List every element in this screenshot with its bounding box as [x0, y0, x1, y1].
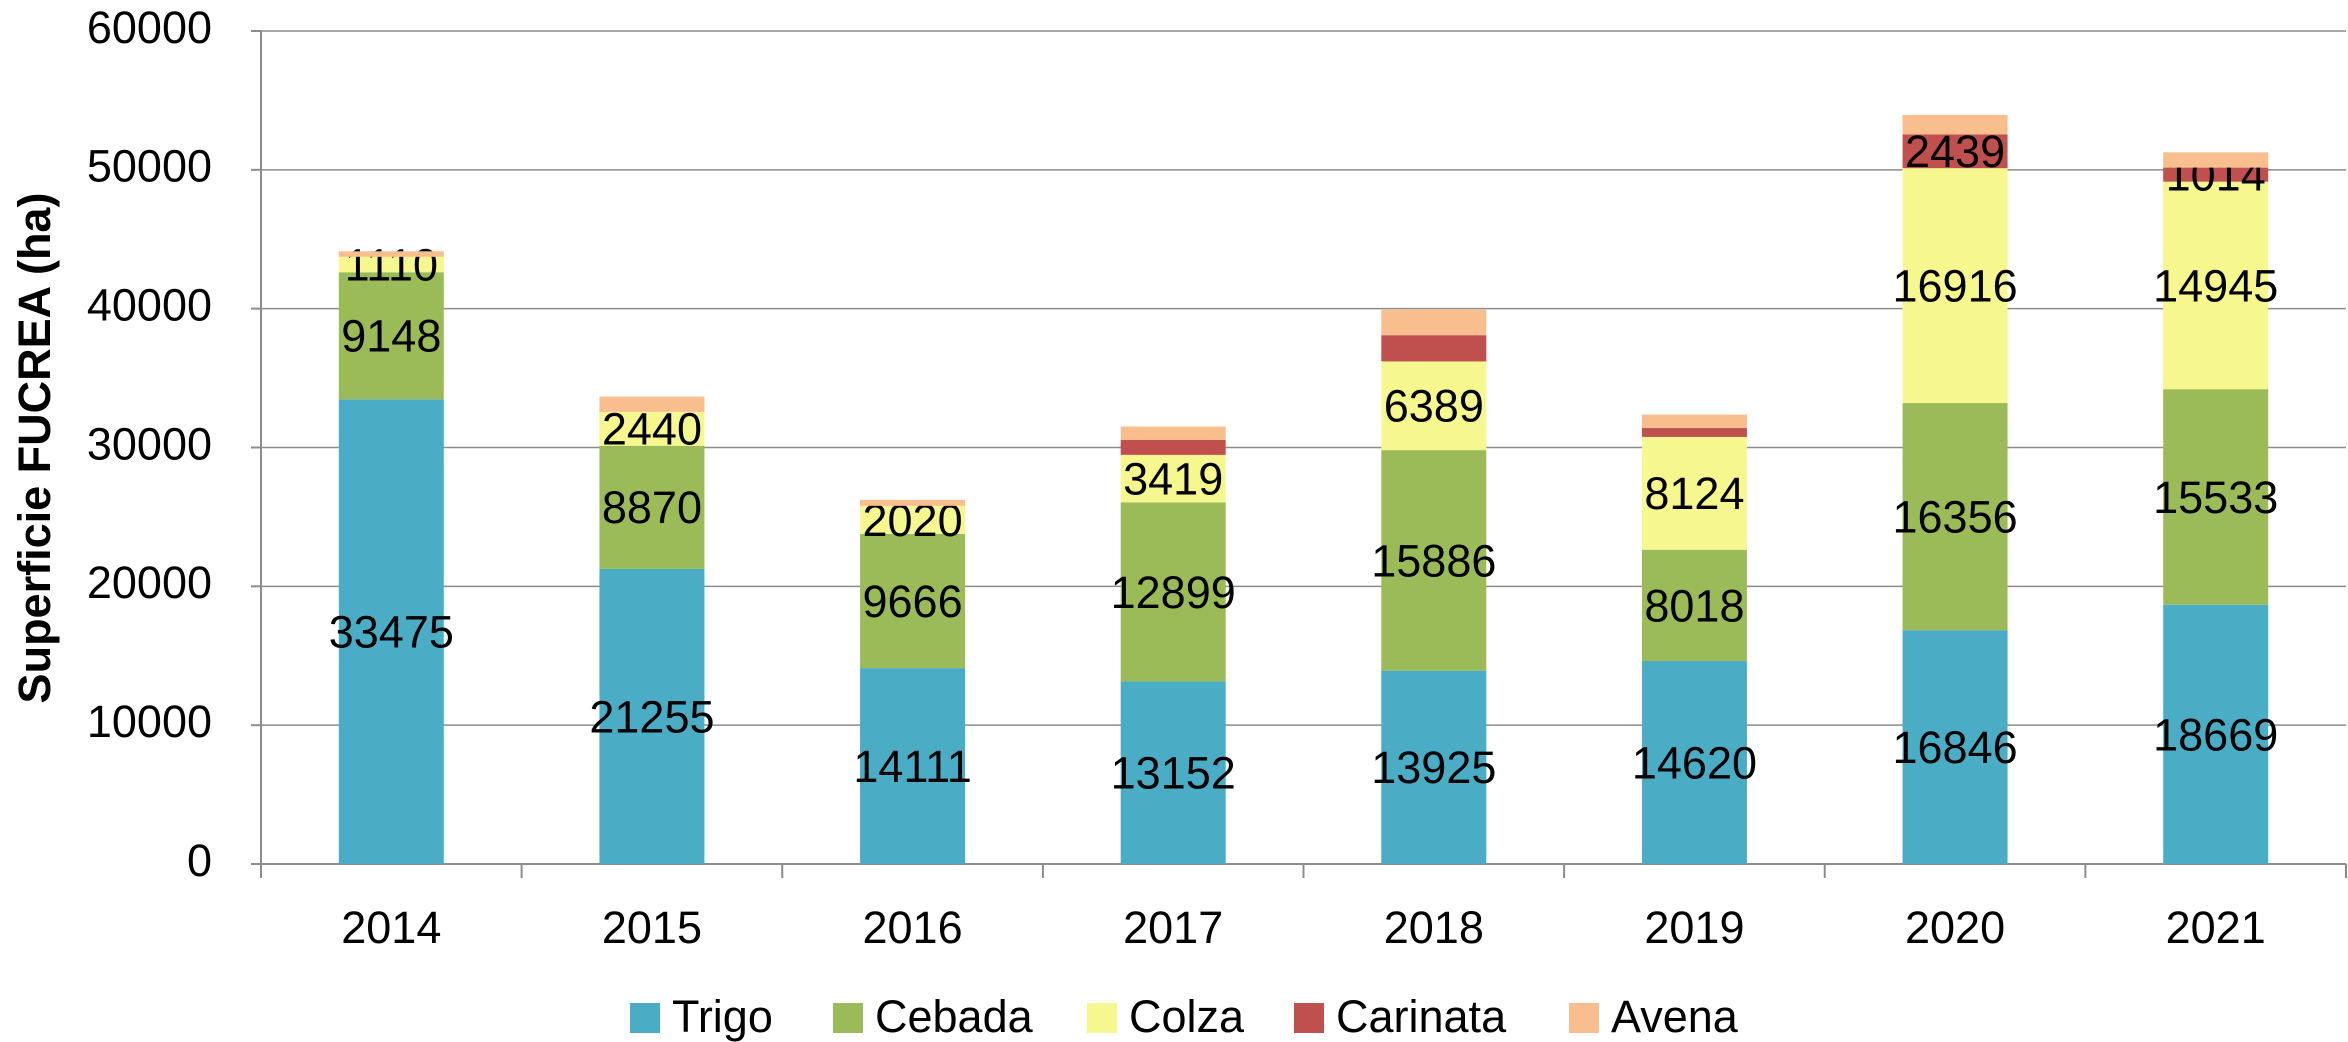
- bar-segment: [1902, 630, 2008, 864]
- y-tick-label: 30000: [87, 418, 212, 469]
- bar-segment: [1120, 440, 1226, 455]
- data-label: 16916: [1892, 261, 2017, 312]
- x-tick-label: 2018: [1384, 902, 1484, 953]
- legend-swatch: [1087, 1003, 1117, 1033]
- data-label: 13152: [1111, 748, 1236, 799]
- data-label: 8018: [1644, 580, 1744, 631]
- bar-segment: [1641, 661, 1747, 864]
- x-tick-label: 2019: [1644, 902, 1744, 953]
- bar-segment: [599, 568, 705, 864]
- bar-segment: [599, 445, 705, 569]
- data-label: 15533: [2153, 472, 2278, 523]
- data-label: 9666: [863, 576, 963, 627]
- y-tick-label: 0: [187, 835, 212, 886]
- bar-segment: [1902, 134, 2008, 169]
- data-label: 2439: [1905, 126, 2005, 177]
- y-tick-label: 10000: [87, 696, 212, 747]
- legend-label: Trigo: [672, 991, 773, 1042]
- x-tick-label: 2014: [341, 902, 441, 953]
- bar-segment: [338, 256, 444, 273]
- x-tick-label: 2021: [2166, 902, 2266, 953]
- bar-segment: [1902, 114, 2008, 135]
- bar-segment: [860, 533, 966, 669]
- bar-segment: [1381, 361, 1487, 451]
- y-tick-label: 60000: [87, 2, 212, 53]
- bar-segment: [1641, 436, 1747, 550]
- data-label: 8870: [602, 482, 702, 533]
- data-label: 14620: [1632, 737, 1757, 788]
- bar-segment: [1120, 454, 1226, 503]
- data-label: 14945: [2153, 260, 2278, 311]
- y-tick-label: 50000: [87, 141, 212, 192]
- data-label: 13925: [1371, 742, 1496, 793]
- bar-segment: [1641, 549, 1747, 662]
- y-tick-label: 20000: [87, 557, 212, 608]
- bar-segment: [2163, 181, 2269, 390]
- bar-segment: [1902, 168, 2008, 404]
- bar-segment: [1120, 502, 1226, 682]
- x-tick-label: 2020: [1905, 902, 2005, 953]
- bar-segment: [860, 668, 966, 864]
- x-tick-label: 2017: [1123, 902, 1223, 953]
- data-label: 1110: [345, 239, 438, 290]
- legend-swatch: [1294, 1003, 1324, 1033]
- legend-swatch: [833, 1003, 863, 1033]
- bar-segment: [1641, 414, 1747, 429]
- data-label: 16846: [1892, 722, 2017, 773]
- data-label: 33475: [329, 607, 454, 658]
- data-label: 8124: [1644, 468, 1744, 519]
- bar-segment: [338, 272, 444, 400]
- bar-segment: [599, 396, 705, 412]
- legend-label: Colza: [1129, 991, 1245, 1042]
- bar-segment: [2163, 167, 2269, 182]
- data-label: 14111: [853, 741, 971, 792]
- bar-segment: [2163, 152, 2269, 168]
- data-label: 2440: [602, 404, 702, 455]
- bar-segment: [599, 411, 705, 446]
- bar-segment: [1381, 450, 1487, 671]
- y-tick-label: 40000: [87, 280, 212, 331]
- data-label: 12899: [1111, 567, 1236, 618]
- bar-segment: [1902, 403, 2008, 631]
- x-tick-label: 2016: [863, 902, 963, 953]
- data-label: 16356: [1892, 491, 2017, 542]
- data-label: 3419: [1123, 453, 1223, 504]
- data-label: 6389: [1384, 381, 1484, 432]
- bar-segment: [860, 499, 966, 506]
- legend-label: Carinata: [1336, 991, 1507, 1042]
- bar-segment: [1381, 309, 1487, 336]
- bar-segment: [2163, 389, 2269, 605]
- data-label: 18669: [2153, 709, 2278, 760]
- data-label: 15886: [1371, 535, 1496, 586]
- bar-segment: [2163, 604, 2269, 864]
- bar-segment: [1381, 335, 1487, 362]
- legend-label: Cebada: [875, 991, 1034, 1042]
- legend-swatch: [1569, 1003, 1599, 1033]
- legend-label: Avena: [1611, 991, 1739, 1042]
- bar-segment: [1120, 426, 1226, 441]
- bar-segment: [1120, 681, 1226, 864]
- y-axis-label: Superficie FUCREA (ha): [9, 193, 60, 704]
- bar-segment: [1641, 428, 1747, 437]
- data-label: 21255: [589, 691, 714, 742]
- legend-swatch: [630, 1003, 660, 1033]
- x-tick-label: 2015: [602, 902, 702, 953]
- bar-segment: [860, 505, 966, 534]
- bar-segment: [338, 399, 444, 864]
- data-label: 9148: [341, 311, 441, 362]
- bar-segment: [338, 251, 444, 257]
- bar-segment: [1381, 670, 1487, 864]
